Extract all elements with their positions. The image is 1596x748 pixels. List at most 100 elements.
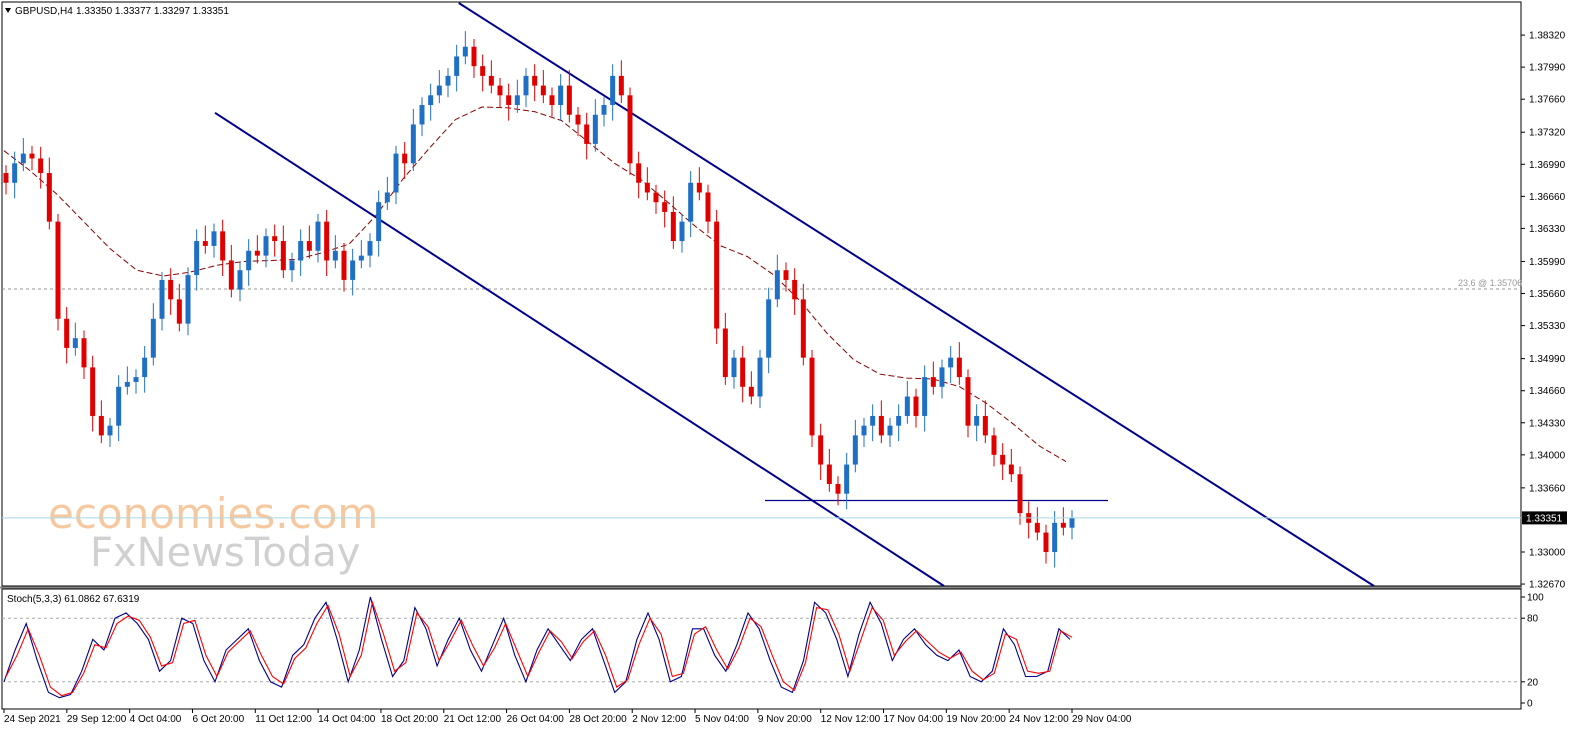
current-price: 1.33351 <box>2 511 1567 525</box>
price-tick-label: 1.34000 <box>1529 450 1566 461</box>
price-tick-label: 1.34660 <box>1529 386 1566 397</box>
candle-body <box>298 241 304 261</box>
candle-body <box>393 153 399 193</box>
candle-body <box>610 75 616 106</box>
candle-body <box>1052 522 1058 552</box>
candle-body <box>766 299 772 358</box>
candle-body <box>1043 532 1049 552</box>
chart-menu-triangle-icon[interactable] <box>5 8 11 13</box>
candle-body <box>818 435 824 465</box>
candle-body <box>410 124 416 164</box>
channel-lower-line <box>214 111 945 587</box>
candle-body <box>644 182 650 193</box>
candle-body <box>81 338 87 368</box>
candle-body <box>653 192 659 203</box>
candle-body <box>618 75 624 96</box>
price-tick-label: 1.35990 <box>1529 257 1566 268</box>
candle-body <box>272 236 278 242</box>
candle-body <box>445 75 451 86</box>
candle-body <box>601 105 607 115</box>
candle-body <box>254 250 260 256</box>
price-tick-label: 1.33660 <box>1529 483 1566 494</box>
time-tick-label: 6 Oct 20:00 <box>192 714 244 725</box>
price-tick-label: 1.36660 <box>1529 192 1566 203</box>
price-tick-label: 1.33000 <box>1529 547 1566 558</box>
candle-body <box>575 114 581 125</box>
candle-body <box>72 338 78 348</box>
time-tick-label: 24 Sep 2021 <box>4 714 61 725</box>
time-tick-label: 17 Nov 04:00 <box>884 714 944 725</box>
time-tick-label: 21 Oct 12:00 <box>444 714 502 725</box>
candle-body <box>861 425 867 436</box>
candle-body <box>679 221 685 242</box>
candle-body <box>341 250 347 280</box>
price-tick-label: 1.35660 <box>1529 289 1566 300</box>
candle-body <box>826 464 832 484</box>
price-tick-label: 1.37990 <box>1529 63 1566 74</box>
candle-body <box>748 386 754 397</box>
candle-body <box>956 357 962 378</box>
time-tick-label: 11 Oct 12:00 <box>255 714 312 725</box>
time-tick-label: 18 Oct 20:00 <box>381 714 439 725</box>
candle-body <box>1069 517 1075 528</box>
candle-body <box>592 114 598 144</box>
candle-body <box>176 299 182 324</box>
time-tick-label: 28 Oct 20:00 <box>569 714 627 725</box>
stoch-main-line <box>3 596 1071 699</box>
candle-body <box>532 75 538 86</box>
candle-body <box>211 231 217 246</box>
candle-body <box>462 46 468 57</box>
candle-body <box>20 153 26 164</box>
candle-body <box>358 255 364 261</box>
candle-body <box>107 425 113 436</box>
stoch-plot-frame <box>1 588 1522 710</box>
candle-body <box>116 386 122 426</box>
candle-body <box>64 318 70 348</box>
stoch-tick-label: 20 <box>1527 677 1539 688</box>
time-tick-label: 19 Nov 20:00 <box>946 714 1006 725</box>
stoch-tick-label: 80 <box>1527 614 1539 625</box>
candle-body <box>263 236 269 256</box>
time-tick-label: 26 Oct 04:00 <box>507 714 565 725</box>
time-tick-label: 14 Oct 04:00 <box>318 714 376 725</box>
candle-body <box>540 85 546 96</box>
candle-body <box>228 260 234 290</box>
candle-body <box>29 153 35 159</box>
candle-body <box>1034 522 1040 533</box>
ohlc-label: 1.33350 1.33377 1.33297 1.33351 <box>76 6 229 17</box>
candle-body <box>350 260 356 280</box>
candle-body <box>558 85 564 106</box>
candle-body <box>402 153 408 164</box>
time-axis: 24 Sep 2021 29 Sep 12:00 4 Oct 04:00 6 Oct … <box>3 709 1132 725</box>
price-tick-label: 1.32670 <box>1529 580 1566 591</box>
candle-body <box>246 250 252 271</box>
fib-level-label: 23.6 @ 1.35706 <box>1458 278 1522 288</box>
price-tick-label: 1.34330 <box>1529 418 1566 429</box>
symbol-label: GBPUSD,H4 <box>15 6 73 17</box>
candle-body <box>237 270 243 290</box>
candle-body <box>991 435 997 455</box>
candle-body <box>800 299 806 358</box>
candle-body <box>289 260 295 271</box>
candle-body <box>523 75 529 96</box>
candle-body <box>913 396 919 416</box>
candle-body <box>835 483 841 494</box>
candle-body <box>3 173 9 183</box>
candle-body <box>419 105 425 125</box>
candle-body <box>688 182 694 222</box>
candle-body <box>55 221 61 319</box>
candle-body <box>142 357 148 378</box>
stoch-indicator-label: Stoch(5,3,3) 61.0862 67.6319 <box>7 594 140 605</box>
stoch-tick-label: 100 <box>1527 593 1544 604</box>
candle-body <box>168 279 174 300</box>
price-tick-label: 1.38320 <box>1529 31 1566 42</box>
candle-body <box>124 381 130 387</box>
candle-body <box>757 357 763 397</box>
candle-body <box>194 241 200 276</box>
ma-polyline <box>3 106 1067 463</box>
time-tick-label: 5 Nov 04:00 <box>695 714 749 725</box>
price-tick-label: 1.37660 <box>1529 95 1566 106</box>
price-tick-label: 1.37320 <box>1529 128 1566 139</box>
candle-body <box>488 75 494 86</box>
candle-body <box>904 396 910 416</box>
